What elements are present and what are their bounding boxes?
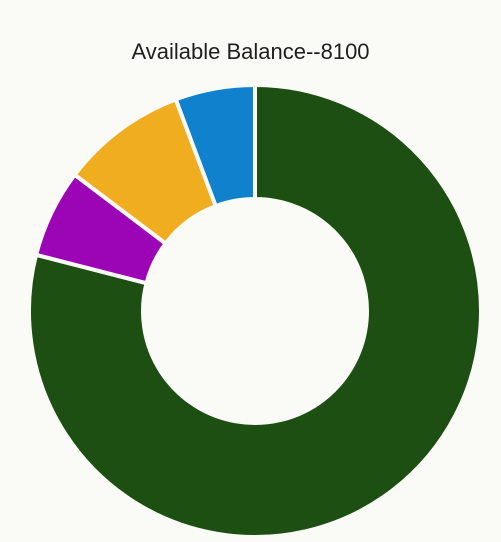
donut-slice-1[interactable]	[27, 83, 483, 539]
donut-slice-4[interactable]	[173, 83, 257, 209]
chart-title: Available Balance--8100	[131, 39, 370, 64]
